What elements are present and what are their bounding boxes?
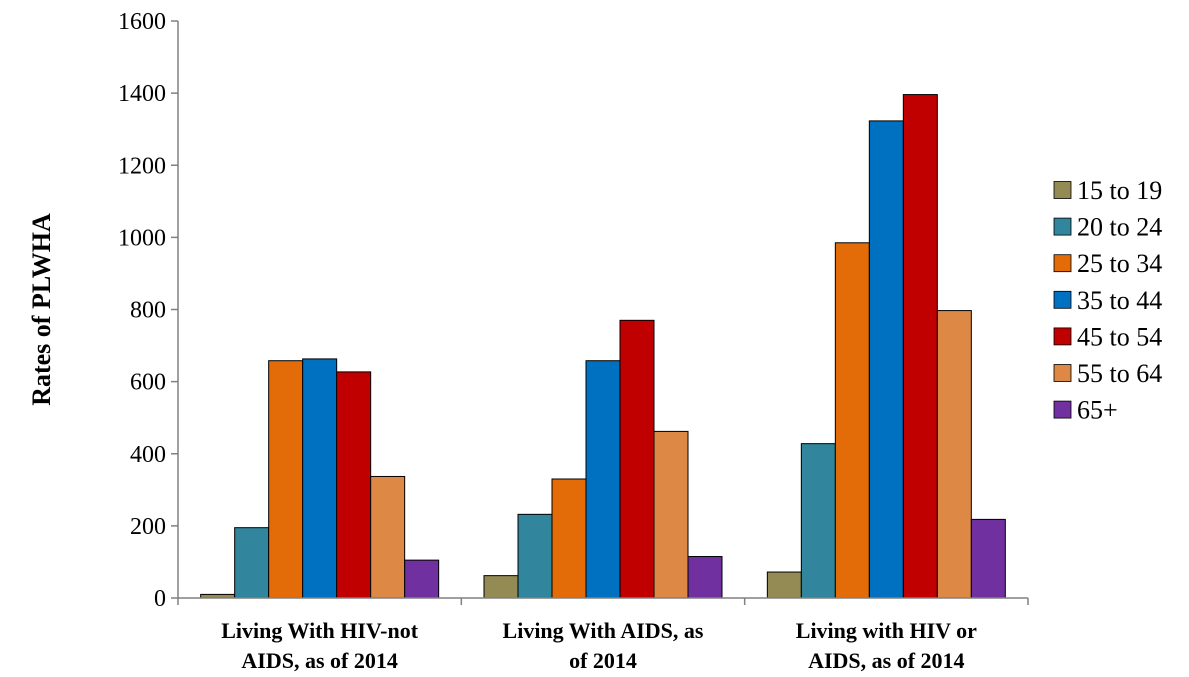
category-label: Living with HIV or AIDS, as of 2014: [796, 618, 977, 673]
bar-65--cat2: [687, 556, 723, 599]
bar-55-to-64-cat1: [370, 475, 406, 599]
bar-20-to-24-cat1: [234, 527, 270, 599]
legend-swatch: [1053, 327, 1072, 346]
bar-45-to-54-cat3: [902, 94, 938, 599]
legend-label: 35 to 44: [1077, 286, 1162, 315]
legend-item: 55 to 64: [1053, 359, 1162, 388]
bar-55-to-64-cat2: [653, 430, 689, 599]
legend-label: 65+: [1077, 396, 1118, 425]
y-tick-label: 800: [130, 298, 166, 324]
bar-25-to-34-cat2: [551, 478, 587, 599]
bar-65--cat3: [970, 518, 1006, 599]
legend-label: 25 to 34: [1077, 249, 1162, 278]
y-axis-title: Rates of PLWHA: [27, 213, 56, 406]
y-axis-ticks: 0 200 400 600 800 1000 1200 1400 1600: [118, 9, 178, 612]
bar-35-to-44-cat1: [302, 358, 338, 599]
legend-item: 35 to 44: [1053, 286, 1162, 315]
legend-label: 20 to 24: [1077, 213, 1162, 242]
category-labels: Living With HIV-not AIDS, as of 2014 Livin…: [221, 618, 977, 673]
legend-item: 25 to 34: [1053, 249, 1162, 278]
legend-label: 45 to 54: [1077, 322, 1162, 351]
legend-label: 55 to 64: [1077, 359, 1162, 388]
axes: [177, 21, 1029, 605]
bar-45-to-54-cat2: [619, 319, 655, 599]
legend-swatch: [1053, 400, 1072, 419]
bar-35-to-44-cat3: [868, 120, 904, 599]
bar-35-to-44-cat2: [585, 360, 621, 599]
bar-15-to-19-cat2: [483, 575, 519, 599]
bar-65--cat1: [404, 559, 440, 599]
legend-swatch: [1053, 290, 1072, 309]
bar-25-to-34-cat3: [834, 242, 870, 599]
legend: 15 to 19 20 to 24 25 to 34 35 to 44 45 to 54…: [1053, 176, 1162, 425]
category-label: Living With AIDS, as of 2014: [503, 618, 704, 673]
bar-20-to-24-cat3: [800, 443, 836, 599]
y-tick-label: 1200: [118, 153, 166, 179]
y-tick-label: 400: [130, 442, 166, 468]
bar-45-to-54-cat1: [336, 371, 372, 599]
y-tick-label: 600: [130, 370, 166, 396]
legend-swatch: [1053, 217, 1072, 236]
y-tick-label: 1600: [118, 9, 166, 35]
bar-25-to-34-cat1: [268, 360, 304, 599]
y-tick-label: 0: [154, 586, 166, 612]
legend-swatch: [1053, 254, 1072, 273]
bar-20-to-24-cat2: [517, 513, 553, 599]
legend-swatch: [1053, 181, 1072, 199]
legend-item: 15 to 19: [1053, 176, 1162, 205]
y-axis-title-group: Rates of PLWHA: [27, 213, 56, 406]
legend-item: 20 to 24: [1053, 213, 1162, 242]
bars: [200, 94, 1006, 599]
y-tick-label: 200: [130, 514, 166, 540]
bar-15-to-19-cat3: [766, 571, 802, 599]
legend-swatch: [1053, 364, 1072, 382]
legend-item: 65+: [1053, 396, 1118, 425]
legend-label: 15 to 19: [1077, 176, 1162, 205]
bar-55-to-64-cat3: [936, 310, 972, 599]
category-label: Living With HIV-not AIDS, as of 2014: [221, 618, 419, 673]
y-tick-label: 1000: [118, 225, 166, 251]
y-tick-label: 1400: [118, 81, 166, 107]
legend-item: 45 to 54: [1053, 322, 1162, 351]
